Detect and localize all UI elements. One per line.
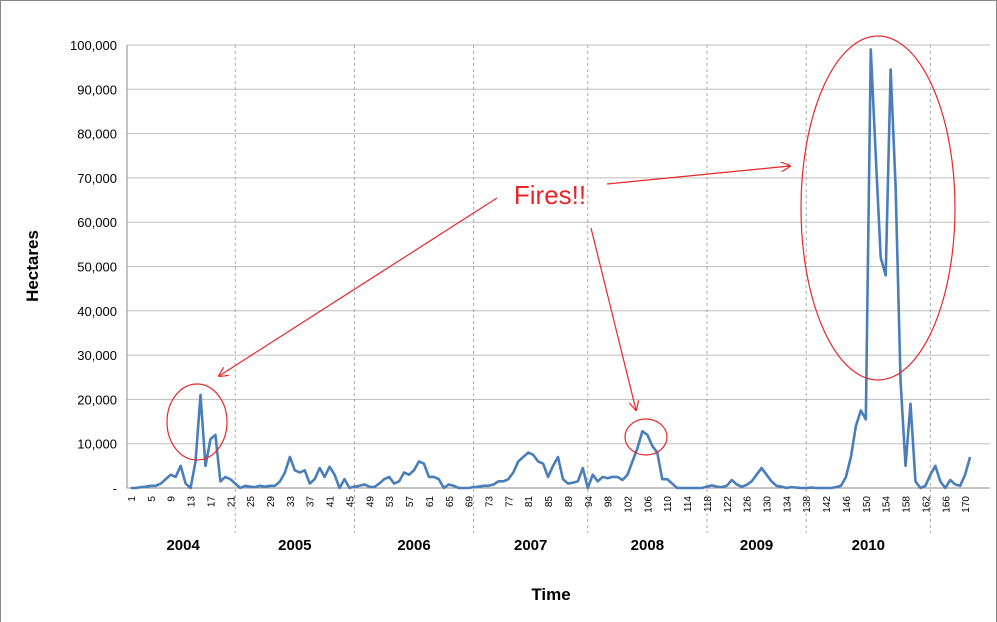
y-tick-label: 20,000 bbox=[77, 392, 117, 407]
x-tick-label: 158 bbox=[902, 496, 913, 513]
highlight-ellipse bbox=[624, 418, 668, 456]
x-tick-label: 130 bbox=[763, 496, 774, 513]
year-label: 2006 bbox=[397, 537, 430, 554]
x-tick-label: 17 bbox=[206, 496, 217, 508]
x-tick-label: 89 bbox=[564, 496, 575, 508]
x-tick-label: 118 bbox=[703, 496, 714, 512]
x-tick-label: 110 bbox=[663, 496, 674, 512]
x-tick-label: 166 bbox=[941, 496, 952, 513]
year-label: 2009 bbox=[740, 537, 773, 554]
x-tick-label: 41 bbox=[326, 496, 337, 508]
data-line bbox=[131, 48, 972, 490]
x-tick-label: 45 bbox=[345, 496, 356, 508]
x-tick-label: 57 bbox=[405, 496, 416, 508]
x-tick-label: 25 bbox=[246, 496, 257, 508]
highlight-ellipse bbox=[800, 35, 956, 381]
y-tick-label: 40,000 bbox=[77, 304, 117, 319]
x-tick-label: 77 bbox=[504, 496, 515, 508]
annotation-arrow bbox=[219, 197, 498, 376]
x-tick-label: 154 bbox=[882, 496, 893, 513]
x-tick-label: 150 bbox=[862, 496, 873, 513]
x-tick-label: 13 bbox=[187, 496, 198, 508]
y-tick-label: 70,000 bbox=[77, 171, 117, 186]
y-tick-label: 30,000 bbox=[77, 348, 117, 363]
y-tick-label: - bbox=[113, 481, 117, 496]
x-tick-label: 122 bbox=[723, 496, 734, 513]
x-tick-label: 170 bbox=[961, 496, 972, 513]
x-axis-label: Time bbox=[531, 585, 570, 604]
highlight-ellipse bbox=[166, 383, 228, 461]
x-tick-label: 142 bbox=[822, 496, 833, 513]
x-tick-label: 1 bbox=[127, 496, 138, 502]
y-tick-label: 50,000 bbox=[77, 260, 117, 275]
x-tick-label: 146 bbox=[842, 496, 853, 513]
year-label: 2008 bbox=[631, 537, 664, 554]
x-tick-label: 33 bbox=[286, 496, 297, 508]
x-tick-label: 5 bbox=[147, 496, 158, 502]
year-label: 2005 bbox=[278, 537, 311, 554]
x-tick-label: 21 bbox=[226, 496, 237, 508]
y-tick-label: 90,000 bbox=[77, 82, 117, 97]
x-tick-label: 162 bbox=[921, 496, 932, 513]
annotation-arrow bbox=[606, 166, 790, 185]
x-tick-label: 106 bbox=[643, 496, 654, 513]
x-tick-label: 9 bbox=[167, 496, 178, 502]
x-tick-label: 126 bbox=[743, 496, 754, 513]
x-tick-label: 98 bbox=[604, 496, 615, 508]
x-tick-label: 49 bbox=[365, 496, 376, 508]
y-tick-label: 10,000 bbox=[77, 437, 117, 452]
x-tick-label: 53 bbox=[385, 496, 396, 508]
x-tick-label: 134 bbox=[782, 496, 793, 513]
year-label: 2007 bbox=[514, 537, 547, 554]
x-tick-label: 61 bbox=[425, 496, 436, 508]
x-tick-label: 138 bbox=[802, 496, 813, 513]
x-tick-label: 81 bbox=[524, 496, 535, 508]
x-tick-label: 73 bbox=[484, 496, 495, 508]
y-axis-label: Hectares bbox=[23, 230, 42, 302]
x-tick-label: 65 bbox=[445, 496, 456, 508]
y-tick-label: 100,000 bbox=[70, 38, 117, 53]
x-tick-label: 94 bbox=[584, 496, 595, 508]
annotation-text: Fires!! bbox=[514, 180, 586, 210]
x-tick-label: 37 bbox=[306, 496, 317, 508]
x-tick-label: 85 bbox=[544, 496, 555, 508]
x-tick-label: 102 bbox=[624, 496, 635, 513]
annotation-arrow bbox=[590, 227, 636, 410]
year-label: 2004 bbox=[166, 537, 200, 554]
x-tick-label: 29 bbox=[266, 496, 277, 508]
y-tick-label: 80,000 bbox=[77, 127, 117, 142]
x-tick-label: 69 bbox=[465, 496, 476, 508]
y-tick-label: 60,000 bbox=[77, 215, 117, 230]
x-tick-label: 114 bbox=[683, 496, 694, 512]
year-label: 2010 bbox=[852, 537, 885, 554]
